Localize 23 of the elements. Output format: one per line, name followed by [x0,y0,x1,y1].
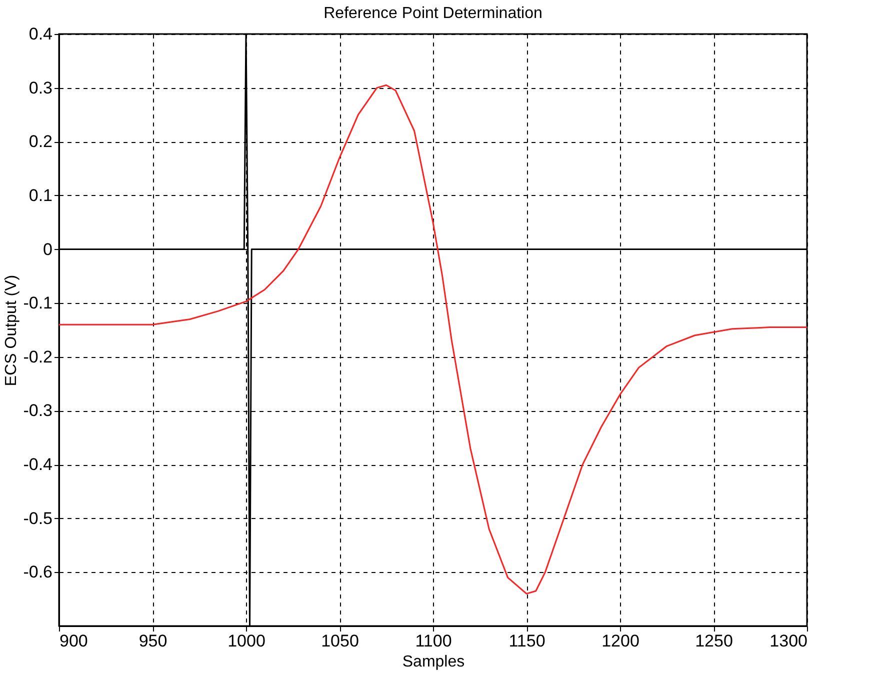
x-tick-label: 1200 [602,632,640,650]
chart-title: Reference Point Determination [324,5,542,22]
x-tick-label: 1300 [770,632,808,650]
x-tick-label: 900 [60,632,88,650]
y-tick-label: -0.4 [23,455,52,474]
y-tick-label: 0.3 [28,78,52,98]
x-tick-label: 950 [138,632,168,650]
y-tick-label: -0.1 [23,294,52,313]
y-tick-label: 0 [43,240,52,259]
y-tick-label: -0.3 [23,401,52,420]
x-tick-label: 1250 [695,632,733,650]
x-tick-label: 1150 [508,632,546,650]
y-tick-label: -0.2 [23,347,52,366]
y-axis-title: ECS Output (V) [3,274,20,386]
y-tick-label: 0.1 [28,186,52,205]
x-tick-label: 1050 [321,632,359,650]
y-tick-label: -0.5 [23,508,52,528]
x-tick-label: 1000 [228,632,266,650]
y-tick-label: 0.2 [28,132,52,152]
y-tick-label: -0.6 [23,562,52,582]
x-axis-title: Samples [402,654,465,670]
y-tick-label: 0.4 [28,24,52,44]
x-tick-label: 1100 [415,632,452,650]
